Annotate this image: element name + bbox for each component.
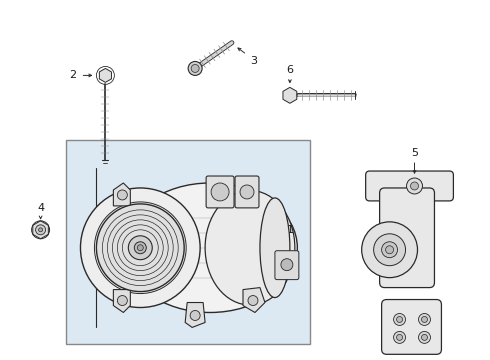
Circle shape [36,225,46,235]
Circle shape [190,310,200,320]
Polygon shape [33,221,49,239]
Ellipse shape [205,190,295,305]
Circle shape [80,188,200,307]
Text: 4: 4 [37,203,44,213]
Circle shape [137,245,143,251]
Text: 5: 5 [411,148,418,158]
Circle shape [374,234,406,266]
FancyBboxPatch shape [382,300,441,354]
Ellipse shape [123,183,297,312]
Text: 2: 2 [69,71,76,80]
Polygon shape [185,302,205,328]
Circle shape [118,296,127,306]
FancyBboxPatch shape [380,188,435,288]
Ellipse shape [260,198,290,298]
Text: 1: 1 [286,225,294,235]
Circle shape [211,183,229,201]
Circle shape [421,334,427,340]
Polygon shape [283,87,297,103]
FancyBboxPatch shape [66,140,310,345]
Circle shape [362,222,417,278]
Text: 7: 7 [109,260,116,270]
Circle shape [39,228,43,232]
FancyBboxPatch shape [206,176,234,208]
Circle shape [97,204,184,292]
Polygon shape [113,289,130,312]
FancyBboxPatch shape [235,176,259,208]
Circle shape [382,242,397,258]
Circle shape [281,259,293,271]
Circle shape [118,190,127,200]
Circle shape [248,296,258,306]
Circle shape [191,64,199,72]
Circle shape [393,332,406,343]
Circle shape [407,178,422,194]
Circle shape [128,236,152,260]
Circle shape [240,185,254,199]
Text: 3: 3 [250,56,257,66]
Circle shape [421,316,427,323]
Polygon shape [113,183,130,206]
Circle shape [396,334,403,340]
FancyBboxPatch shape [275,251,299,280]
Circle shape [188,62,202,75]
Circle shape [95,202,186,293]
Circle shape [411,182,418,190]
Circle shape [396,316,403,323]
Circle shape [418,314,431,325]
Circle shape [418,332,431,343]
Text: 6: 6 [286,66,294,76]
Circle shape [134,242,147,254]
Circle shape [386,246,393,254]
FancyBboxPatch shape [366,171,453,201]
Circle shape [393,314,406,325]
Polygon shape [99,68,111,82]
Polygon shape [243,288,265,312]
